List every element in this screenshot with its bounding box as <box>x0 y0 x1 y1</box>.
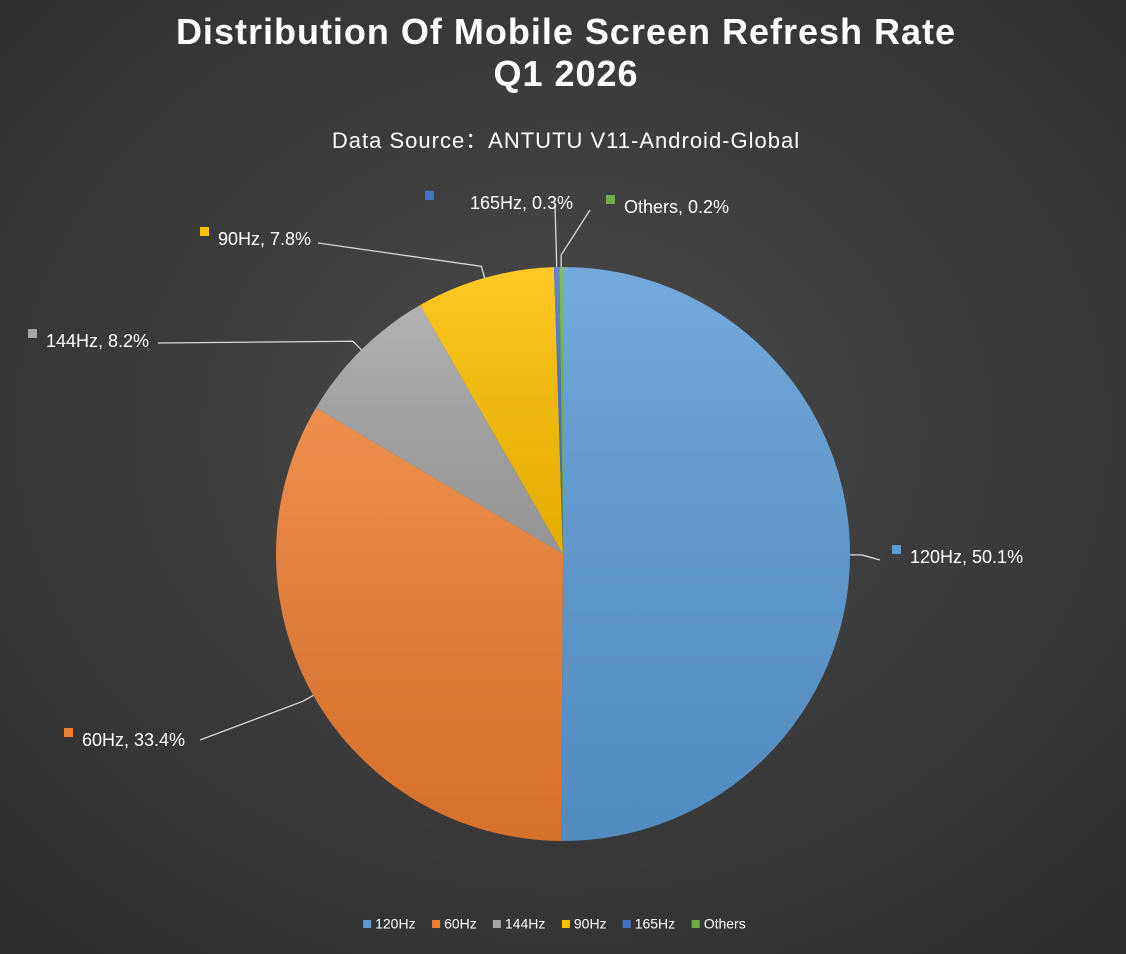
legend-label: Others <box>704 916 746 932</box>
label-key <box>892 545 901 554</box>
legend-key <box>691 920 700 928</box>
chart-title: Distribution Of Mobile Screen Refresh Ra… <box>176 11 956 52</box>
label-key <box>606 195 615 204</box>
legend-key <box>561 920 570 928</box>
legend: 120Hz 60Hz 144Hz 90Hz 165Hz Others <box>363 916 746 932</box>
data-label: 165Hz, 0.3% <box>470 193 573 213</box>
leader-line <box>560 209 591 268</box>
chart-title: Q1 2026 <box>493 53 638 94</box>
chart-subtitle: Data Source：ANTUTU V11-Android-Global <box>332 128 800 153</box>
leader-line <box>157 340 362 351</box>
label-key <box>200 227 209 236</box>
data-label: 120Hz, 50.1% <box>910 547 1023 567</box>
legend-label: 90Hz <box>574 916 607 932</box>
legend-label: 120Hz <box>375 916 415 932</box>
legend-key <box>363 920 372 928</box>
legend-key <box>622 920 631 928</box>
legend-label: 144Hz <box>505 916 545 932</box>
leader-line <box>554 204 558 268</box>
leader-line <box>317 242 486 279</box>
legend-key <box>492 920 501 928</box>
legend-label: 60Hz <box>444 916 477 932</box>
label-key <box>425 191 434 200</box>
leader-line <box>199 694 314 741</box>
legend-label: 165Hz <box>635 916 675 932</box>
data-label: 144Hz, 8.2% <box>46 331 149 351</box>
data-label: Others, 0.2% <box>624 197 729 217</box>
data-label: 90Hz, 7.8% <box>218 229 311 249</box>
data-label: 60Hz, 33.4% <box>82 730 185 750</box>
label-key <box>28 329 37 338</box>
label-key <box>64 728 73 737</box>
pie <box>276 267 851 841</box>
leader-line <box>849 554 881 561</box>
legend-key <box>432 920 441 928</box>
data-labels: 120Hz, 50.1% 60Hz, 33.4% 144Hz, 8.2% 90Hz, … <box>28 191 1023 750</box>
